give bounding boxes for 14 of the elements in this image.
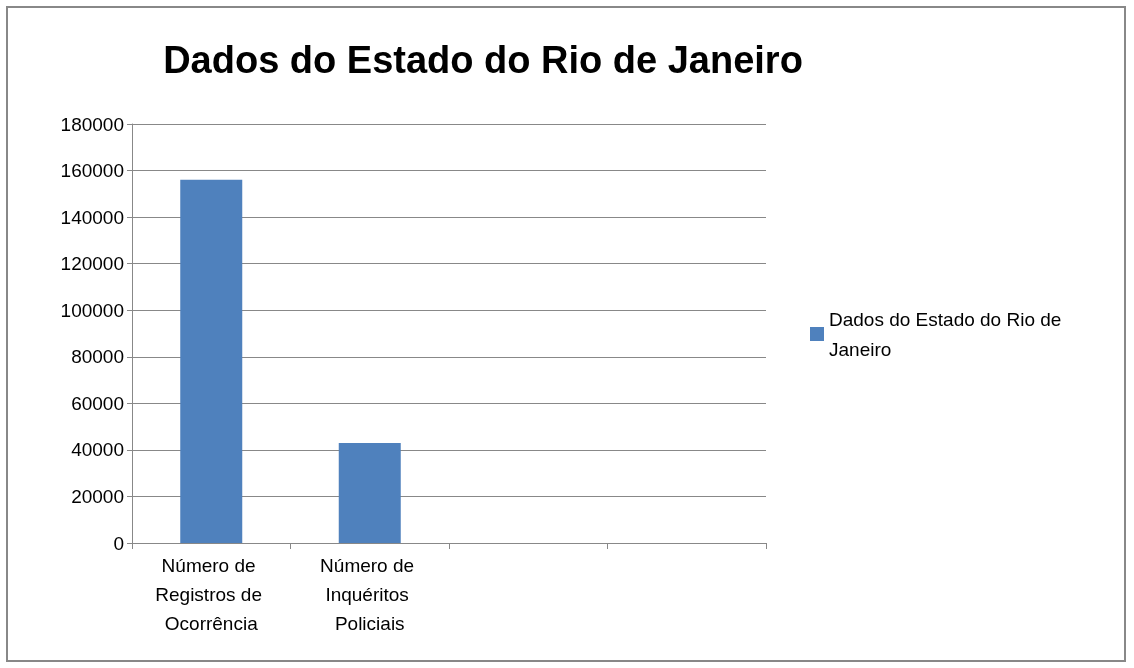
y-tick-label: 120000 <box>60 253 124 275</box>
chart-title: Dados do Estado do Rio de Janeiro <box>163 39 803 81</box>
y-tick-label: 0 <box>113 532 124 554</box>
y-tick-label: 20000 <box>71 485 124 507</box>
y-tick-label: 180000 <box>60 113 124 135</box>
y-tick-label: 80000 <box>71 346 124 368</box>
legend-label: Dados do Estado do Rio de Janeiro <box>829 308 1067 360</box>
x-tick-label: Número de Registros de Ocorrência <box>155 555 268 634</box>
x-tick-label: Número de Inquéritos Policiais <box>320 555 420 634</box>
y-tick-label: 60000 <box>71 392 124 414</box>
y-tick-label: 160000 <box>60 160 124 182</box>
y-tick-label: 100000 <box>60 299 124 321</box>
y-tick-label: 40000 <box>71 439 124 461</box>
y-tick-label: 140000 <box>60 206 124 228</box>
